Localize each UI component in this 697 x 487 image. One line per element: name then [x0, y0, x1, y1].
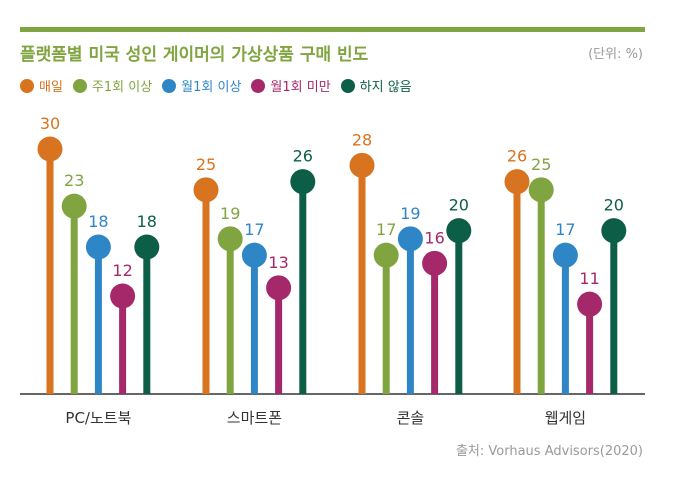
data-label: 17: [376, 220, 396, 239]
data-label: 26: [293, 147, 313, 166]
lollipop-dot: [85, 234, 111, 260]
legend-item-never: 하지 않음: [340, 76, 412, 95]
data-label: 12: [112, 261, 132, 280]
data-label: 16: [424, 228, 444, 247]
legend-item-weekly: 주1회 이상: [72, 76, 153, 95]
legend-label: 하지 않음: [359, 80, 412, 95]
data-label: 13: [268, 253, 288, 272]
data-label: 30: [40, 114, 60, 133]
lollipop-dot: [37, 136, 63, 162]
data-label: 19: [220, 204, 240, 223]
lollipop-dot: [504, 169, 530, 195]
data-label: 18: [88, 212, 108, 231]
data-label: 17: [244, 220, 264, 239]
chart-title: 플랫폼별 미국 성인 게이머의 가상상품 구매 빈도: [20, 45, 369, 65]
data-label: 18: [137, 212, 157, 231]
lollipop-dot: [397, 226, 423, 252]
top-rule: [20, 27, 645, 32]
lollipop-dot: [373, 242, 399, 268]
unit-label: (단위: %): [588, 47, 643, 62]
lollipop-dot: [422, 250, 448, 276]
lollipop-dot: [601, 218, 627, 244]
legend-label: 주1회 이상: [91, 80, 153, 95]
data-label: 17: [555, 220, 575, 239]
data-label: 20: [449, 196, 469, 215]
lollipop-dot: [134, 234, 160, 260]
lollipop-dot: [349, 152, 375, 178]
legend-item-daily: 매일: [20, 76, 63, 95]
lollipop-dot: [217, 226, 243, 252]
legend-dot: [340, 78, 355, 93]
legend-label: 월1회 이상: [181, 80, 242, 95]
lollipop-dot: [61, 193, 87, 219]
category-label: PC/노트북: [65, 409, 131, 427]
lollipop-dot: [528, 177, 554, 203]
category-label: 콘솔: [397, 409, 425, 427]
data-label: 25: [531, 155, 551, 174]
lollipop-dot: [193, 177, 219, 203]
lollipop-dot: [241, 242, 267, 268]
legend-item-less-monthly: 월1회 미만: [251, 76, 331, 95]
category-label: 웹게임: [545, 409, 586, 427]
legend-dot: [20, 78, 34, 93]
lollipop-dot: [290, 169, 316, 195]
legend-dot: [72, 78, 87, 93]
data-label: 26: [507, 147, 527, 166]
legend: 매일 주1회 이상 월1회 이상 월1회 미만 하지 않음: [20, 76, 422, 95]
legend-dot: [251, 78, 266, 93]
data-label: 25: [196, 155, 216, 174]
legend-label: 매일: [39, 80, 63, 95]
data-label: 20: [604, 196, 624, 215]
lollipop-dot: [446, 218, 472, 244]
legend-dot: [162, 78, 177, 93]
data-label: 28: [352, 130, 372, 149]
data-label: 11: [579, 269, 599, 288]
data-label: 23: [64, 171, 84, 190]
category-label: 스마트폰: [227, 409, 282, 427]
lollipop-dot: [266, 275, 292, 301]
lollipop-dot: [110, 283, 136, 309]
lollipop-dot: [552, 242, 578, 268]
source-note: 출처: Vorhaus Advisors(2020): [455, 444, 643, 459]
legend-item-monthly: 월1회 이상: [162, 76, 241, 95]
lollipop-dot: [577, 291, 603, 317]
data-label: 19: [400, 204, 420, 223]
legend-label: 월1회 미만: [270, 80, 331, 95]
